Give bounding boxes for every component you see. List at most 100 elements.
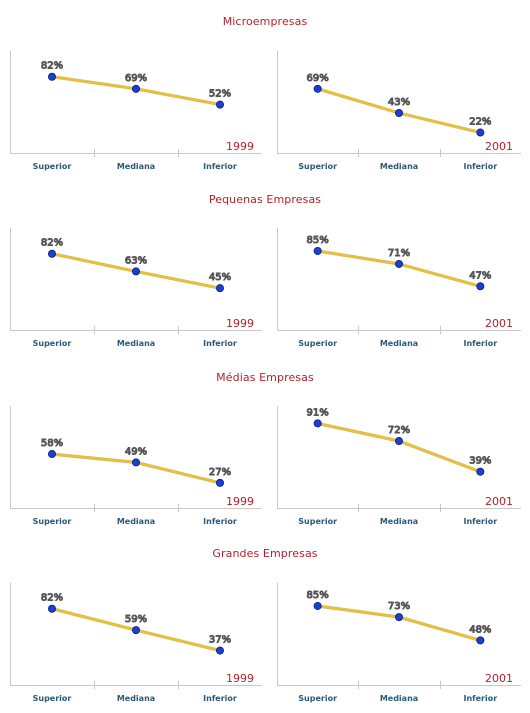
x-tick-label: Mediana xyxy=(380,162,418,171)
data-label: 63% xyxy=(125,255,147,266)
data-label: 45% xyxy=(209,272,231,283)
data-point xyxy=(215,284,224,293)
chart-grandes-empresas-1999: 82% Superior 59% Mediana 37% Inferior 1999 xyxy=(10,575,262,705)
data-label: 49% xyxy=(125,446,147,457)
data-label: 85% xyxy=(307,235,329,246)
chart-microempresas-1999: 82% Superior 69% Mediana 52% Inferior 1999 xyxy=(10,43,262,173)
x-tick-label: Mediana xyxy=(380,339,418,348)
chart-svg: 58% Superior 49% Mediana 27% Inferior 1999 xyxy=(10,406,262,526)
chart-pequenas-empresas-2001: 85% Superior 71% Mediana 47% Inferior 2001 xyxy=(277,220,521,350)
x-tick-label: Superior xyxy=(33,517,72,526)
data-point xyxy=(48,450,57,459)
data-point xyxy=(395,109,404,118)
data-label: 58% xyxy=(41,438,63,449)
year-label: 1999 xyxy=(226,140,254,153)
data-point xyxy=(313,419,322,428)
data-label: 47% xyxy=(469,270,491,281)
year-label: 2001 xyxy=(485,140,513,153)
chart-svg: 82% Superior 69% Mediana 52% Inferior 1999 xyxy=(10,51,262,171)
data-point xyxy=(476,128,485,137)
data-label: 39% xyxy=(469,456,491,467)
data-label: 72% xyxy=(388,425,410,436)
data-label: 22% xyxy=(469,117,491,128)
data-point xyxy=(48,72,57,81)
chart-svg: 82% Superior 63% Mediana 45% Inferior 1999 xyxy=(10,228,262,348)
year-label: 2001 xyxy=(485,317,513,330)
data-point xyxy=(476,467,485,476)
section-title-medias-empresas: Médias Empresas xyxy=(216,371,314,384)
x-tick-label: Inferior xyxy=(463,339,497,348)
x-tick-label: Inferior xyxy=(203,162,237,171)
x-tick-label: Inferior xyxy=(203,517,237,526)
x-tick-label: Inferior xyxy=(463,162,497,171)
data-point xyxy=(215,478,224,487)
x-tick-label: Superior xyxy=(33,694,72,703)
data-point xyxy=(132,84,141,93)
x-tick-label: Superior xyxy=(33,339,72,348)
data-label: 82% xyxy=(41,593,63,604)
x-tick-label: Superior xyxy=(33,162,72,171)
data-point xyxy=(476,282,485,291)
data-point xyxy=(48,604,57,613)
series-line-shadow xyxy=(51,452,221,485)
x-tick-label: Mediana xyxy=(117,339,155,348)
x-tick-label: Mediana xyxy=(117,517,155,526)
x-tick-label: Mediana xyxy=(117,694,155,703)
data-point xyxy=(313,246,322,255)
data-point xyxy=(215,646,224,655)
chart-svg: 85% Superior 71% Mediana 47% Inferior 2001 xyxy=(277,228,521,348)
data-label: 91% xyxy=(307,407,329,418)
data-point xyxy=(395,613,404,622)
year-label: 1999 xyxy=(226,317,254,330)
data-label: 69% xyxy=(307,73,329,84)
year-label: 1999 xyxy=(226,495,254,508)
section-title-pequenas-empresas: Pequenas Empresas xyxy=(208,193,322,206)
section-title-microempresas: Microempresas xyxy=(222,15,308,28)
chart-microempresas-2001: 69% Superior 43% Mediana 22% Inferior 2001 xyxy=(277,43,521,173)
data-label: 59% xyxy=(125,614,147,625)
data-point xyxy=(48,249,57,258)
data-label: 27% xyxy=(209,467,231,478)
x-tick-label: Mediana xyxy=(380,694,418,703)
data-label: 48% xyxy=(469,624,491,635)
data-point xyxy=(395,259,404,268)
data-point xyxy=(132,267,141,276)
chart-svg: 91% Superior 72% Mediana 39% Inferior 2001 xyxy=(277,406,521,526)
chart-grandes-empresas-2001: 85% Superior 73% Mediana 48% Inferior 2001 xyxy=(277,575,521,705)
x-tick-label: Inferior xyxy=(203,694,237,703)
year-label: 2001 xyxy=(485,672,513,685)
data-label: 82% xyxy=(41,238,63,249)
chart-medias-empresas-2001: 91% Superior 72% Mediana 39% Inferior 2001 xyxy=(277,398,521,528)
chart-medias-empresas-1999: 58% Superior 49% Mediana 27% Inferior 1999 xyxy=(10,398,262,528)
x-tick-label: Mediana xyxy=(380,517,418,526)
data-label: 43% xyxy=(388,97,410,108)
data-label: 69% xyxy=(125,73,147,84)
x-tick-label: Inferior xyxy=(203,339,237,348)
x-tick-label: Superior xyxy=(298,694,337,703)
data-point xyxy=(132,626,141,635)
chart-pequenas-empresas-1999: 82% Superior 63% Mediana 45% Inferior 1999 xyxy=(10,220,262,350)
data-label: 71% xyxy=(388,248,410,259)
data-point xyxy=(476,636,485,645)
data-point xyxy=(132,458,141,467)
year-label: 2001 xyxy=(485,495,513,508)
year-label: 1999 xyxy=(226,672,254,685)
x-tick-label: Inferior xyxy=(463,517,497,526)
data-label: 85% xyxy=(307,590,329,601)
chart-svg: 69% Superior 43% Mediana 22% Inferior 2001 xyxy=(277,51,521,171)
data-point xyxy=(215,100,224,109)
data-point xyxy=(313,601,322,610)
data-label: 82% xyxy=(41,61,63,72)
x-tick-label: Mediana xyxy=(117,162,155,171)
data-label: 52% xyxy=(209,89,231,100)
chart-svg: 85% Superior 73% Mediana 48% Inferior 2001 xyxy=(277,583,521,703)
chart-svg: 82% Superior 59% Mediana 37% Inferior 1999 xyxy=(10,583,262,703)
series-line xyxy=(51,453,221,484)
section-title-grandes-empresas: Grandes Empresas xyxy=(212,547,318,560)
data-label: 73% xyxy=(388,601,410,612)
x-tick-label: Inferior xyxy=(463,694,497,703)
data-point xyxy=(395,437,404,446)
data-label: 37% xyxy=(209,635,231,646)
x-tick-label: Superior xyxy=(298,339,337,348)
